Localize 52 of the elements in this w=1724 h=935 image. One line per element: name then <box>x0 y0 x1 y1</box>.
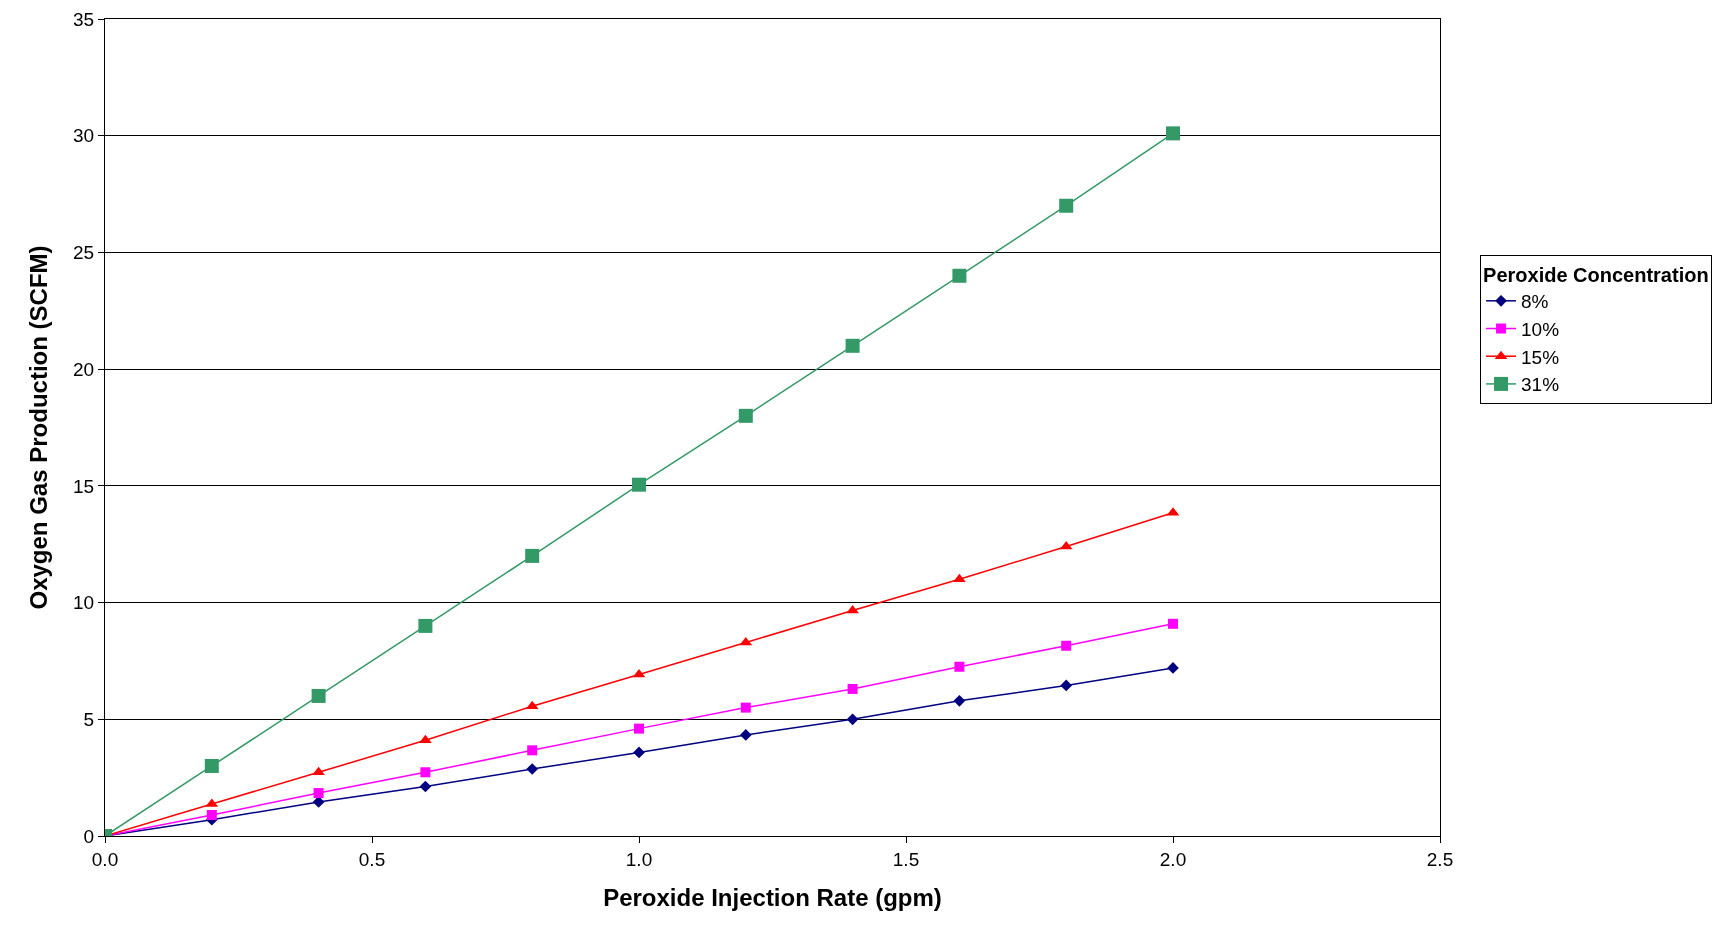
point <box>952 268 967 283</box>
point <box>418 618 433 633</box>
point <box>204 758 219 773</box>
y-tick-label: 20 <box>73 358 95 380</box>
point <box>1061 640 1072 651</box>
point <box>206 809 217 820</box>
point <box>632 668 646 678</box>
point <box>1060 679 1073 692</box>
point <box>740 702 751 713</box>
point <box>419 780 432 793</box>
point <box>632 477 646 492</box>
y-tick-label: 30 <box>73 125 95 147</box>
x-tick-label: 2.0 <box>1159 848 1187 870</box>
point <box>1166 126 1180 141</box>
legend-label: 15% <box>1521 346 1560 368</box>
point <box>738 408 753 423</box>
point <box>312 766 325 776</box>
y-tick-label: 10 <box>73 592 95 614</box>
point <box>420 767 431 778</box>
legend-label: 8% <box>1521 291 1549 313</box>
x-tick-label: 0.5 <box>358 848 386 870</box>
point <box>846 713 859 726</box>
point <box>954 661 965 672</box>
point <box>739 636 753 646</box>
point <box>953 694 966 707</box>
x-tick-label: 0.0 <box>91 848 119 870</box>
point <box>313 788 324 799</box>
point <box>1168 618 1178 629</box>
point <box>634 723 644 734</box>
y-tick-label: 15 <box>73 475 95 497</box>
point <box>845 338 860 353</box>
x-tick-label: 1.0 <box>625 848 653 870</box>
point <box>527 745 538 756</box>
y-tick-label: 35 <box>73 8 95 30</box>
y-tick-label: 25 <box>73 242 95 264</box>
point <box>526 763 539 775</box>
y-tick-label: 5 <box>83 708 95 730</box>
y-tick-label: 0 <box>83 825 95 847</box>
point <box>847 683 858 694</box>
point <box>739 729 752 741</box>
x-tick-label: 2.5 <box>1426 848 1454 870</box>
x-axis-title: Peroxide Injection Rate (gpm) <box>603 884 942 912</box>
point <box>311 688 326 703</box>
point <box>525 548 540 563</box>
x-tick-label: 1.5 <box>892 848 920 870</box>
legend-label: 31% <box>1521 374 1560 396</box>
point <box>633 746 645 759</box>
y-axis-title: Oxygen Gas Production (SCFM) <box>25 245 53 610</box>
point <box>1059 198 1074 213</box>
legend-title: Peroxide Concentration <box>1483 263 1709 286</box>
legend-label: 10% <box>1521 318 1560 340</box>
point <box>419 734 432 744</box>
